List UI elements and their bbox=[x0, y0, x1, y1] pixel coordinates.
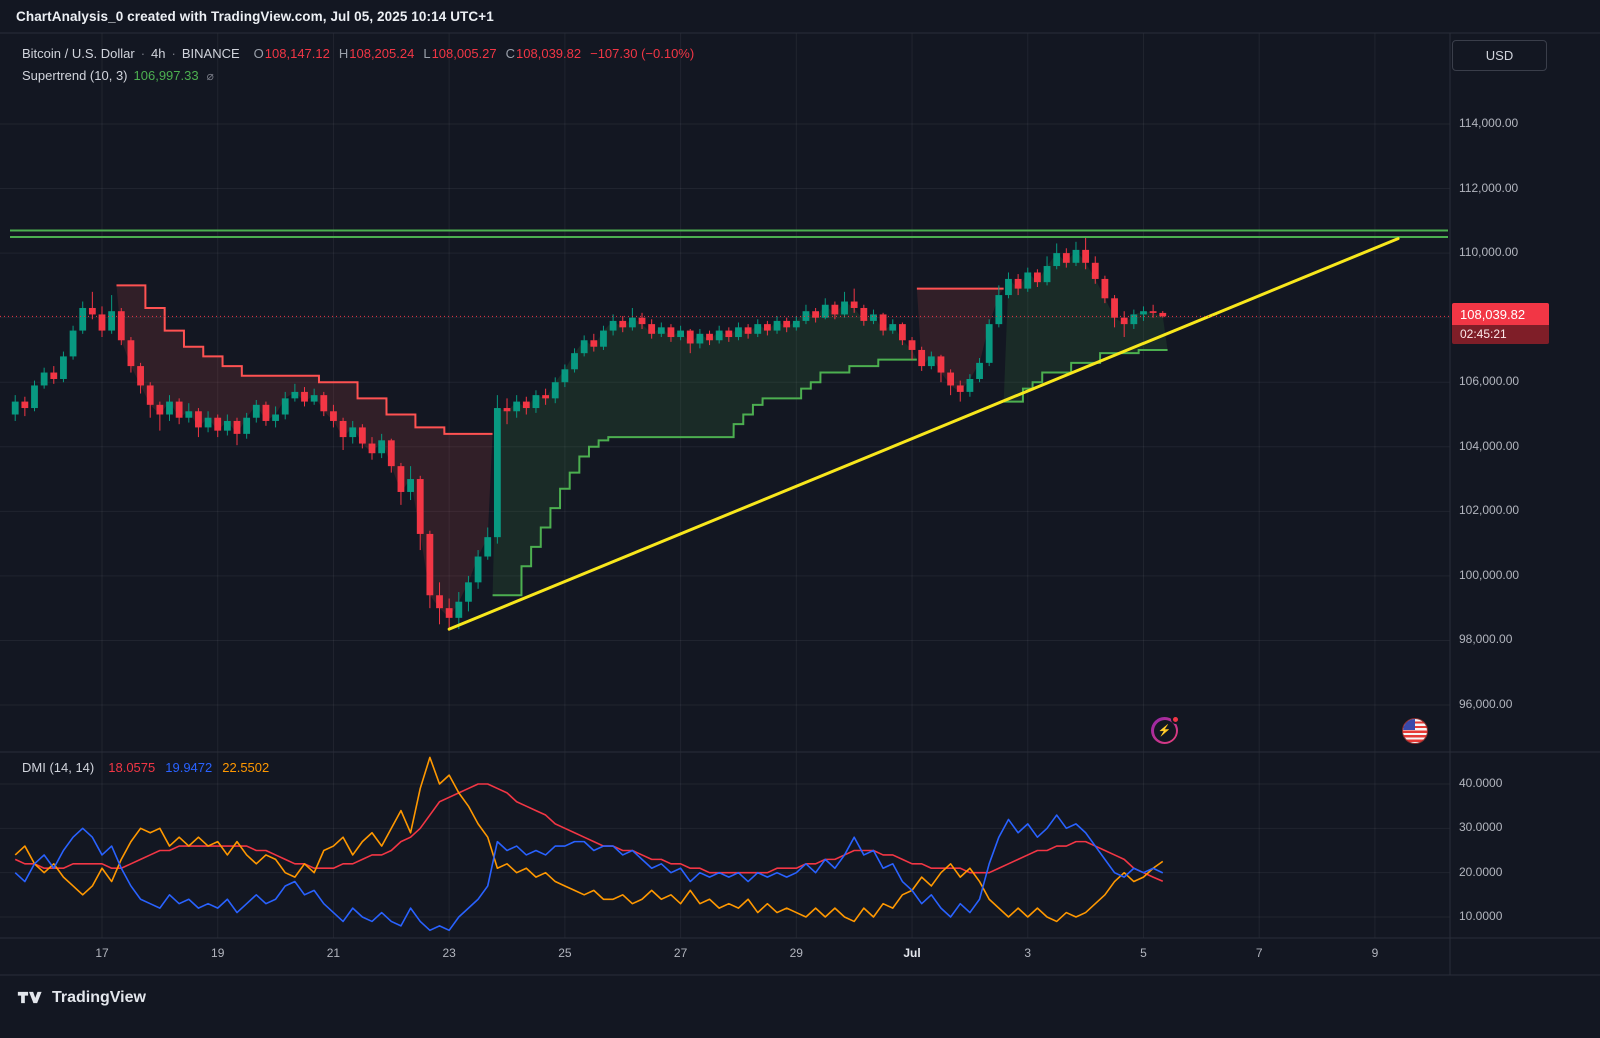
time-axis-label: 25 bbox=[558, 946, 572, 960]
ohlc-close: C108,039.82 bbox=[505, 46, 582, 61]
footer: TradingView bbox=[0, 975, 1600, 1038]
price-axis-label: 104,000.00 bbox=[1459, 438, 1520, 453]
symbol-legend[interactable]: Bitcoin / U.S. Dollar · 4h · BINANCE O10… bbox=[22, 46, 694, 61]
symbol-name[interactable]: Bitcoin / U.S. Dollar bbox=[22, 46, 135, 61]
dmi-axis-label: 10.0000 bbox=[1459, 908, 1503, 923]
dmi-adx-value: 18.0575 bbox=[108, 760, 156, 775]
price-axis-label: 102,000.00 bbox=[1459, 503, 1520, 518]
time-axis[interactable]: 17 19 21 23 25 27 29 Jul 3 5 7 9 bbox=[0, 946, 1600, 968]
flag-canton bbox=[1403, 719, 1415, 730]
time-axis-label: 23 bbox=[442, 946, 456, 960]
snapshot-title: ChartAnalysis_0 created with TradingView… bbox=[16, 9, 494, 24]
notification-dot bbox=[1171, 715, 1180, 724]
dmi-plus-di-value: 19.9472 bbox=[165, 760, 213, 775]
time-axis-label: 29 bbox=[789, 946, 803, 960]
price-axis-label: 106,000.00 bbox=[1459, 374, 1520, 389]
ohlc-low: L108,005.27 bbox=[423, 46, 497, 61]
lightning-glyph: ⚡ bbox=[1153, 719, 1176, 742]
price-axis-label: 98,000.00 bbox=[1459, 632, 1513, 647]
dmi-title[interactable]: DMI (14, 14) bbox=[22, 760, 95, 775]
time-axis-label: Jul bbox=[903, 946, 921, 960]
time-axis-label: 9 bbox=[1371, 946, 1379, 960]
time-axis-label: 3 bbox=[1024, 946, 1032, 960]
last-price-value: 108,039.82 bbox=[1452, 303, 1549, 326]
separator-dot: · bbox=[140, 46, 146, 61]
time-axis-label: 27 bbox=[673, 946, 688, 960]
us-flag-icon[interactable] bbox=[1402, 718, 1428, 744]
dmi-axis-label: 40.0000 bbox=[1459, 776, 1503, 790]
exchange-label[interactable]: BINANCE bbox=[181, 46, 240, 61]
dmi-axis[interactable]: 40.0000 30.0000 20.0000 10.0000 bbox=[1450, 0, 1600, 975]
time-axis-label: 5 bbox=[1140, 946, 1147, 960]
dmi-minus-di-value: 22.5502 bbox=[222, 760, 270, 775]
change-readout: −107.30 (−0.10%) bbox=[590, 46, 695, 61]
price-axis-label: 112,000.00 bbox=[1459, 180, 1519, 195]
tradingview-logo-icon[interactable] bbox=[16, 989, 43, 1006]
ohlc-open: O108,147.12 bbox=[253, 46, 330, 61]
lightning-icon[interactable]: ⚡ bbox=[1151, 715, 1180, 744]
supertrend-legend[interactable]: Supertrend (10, 3) 106,997.33 ⌀ bbox=[22, 68, 214, 83]
price-axis-label: 96,000.00 bbox=[1459, 697, 1513, 711]
snapshot-header: ChartAnalysis_0 created with TradingView… bbox=[0, 0, 1600, 33]
currency-toggle-button[interactable]: USD bbox=[1452, 40, 1547, 71]
dmi-axis-label: 30.0000 bbox=[1459, 820, 1503, 835]
time-axis-label: 19 bbox=[211, 946, 225, 960]
bar-countdown: 02:45:21 bbox=[1452, 325, 1549, 345]
ohlc-readout: O108,147.12 H108,205.24 L108,005.27 C108… bbox=[254, 46, 695, 61]
price-axis-label: 114,000.00 bbox=[1459, 116, 1519, 130]
supertrend-value: 106,997.33 bbox=[133, 68, 199, 83]
dmi-axis-label: 20.0000 bbox=[1459, 864, 1503, 879]
price-axis-label: 110,000.00 bbox=[1459, 245, 1519, 260]
supertrend-disabled-icon[interactable]: ⌀ bbox=[206, 69, 214, 83]
ohlc-high: H108,205.24 bbox=[338, 46, 415, 61]
tradingview-brand[interactable]: TradingView bbox=[52, 988, 146, 1006]
separator-dot: · bbox=[171, 46, 176, 61]
supertrend-title[interactable]: Supertrend (10, 3) bbox=[22, 68, 128, 83]
last-price-badge: 108,039.82 02:45:21 bbox=[1452, 303, 1549, 345]
dmi-legend[interactable]: DMI (14, 14) 18.0575 19.9472 22.5502 bbox=[22, 760, 269, 775]
time-axis-label: 7 bbox=[1255, 946, 1263, 960]
time-axis-label: 21 bbox=[326, 946, 341, 960]
interval-label[interactable]: 4h bbox=[151, 46, 166, 61]
time-axis-label: 17 bbox=[95, 946, 109, 960]
price-axis-label: 100,000.00 bbox=[1459, 567, 1520, 582]
